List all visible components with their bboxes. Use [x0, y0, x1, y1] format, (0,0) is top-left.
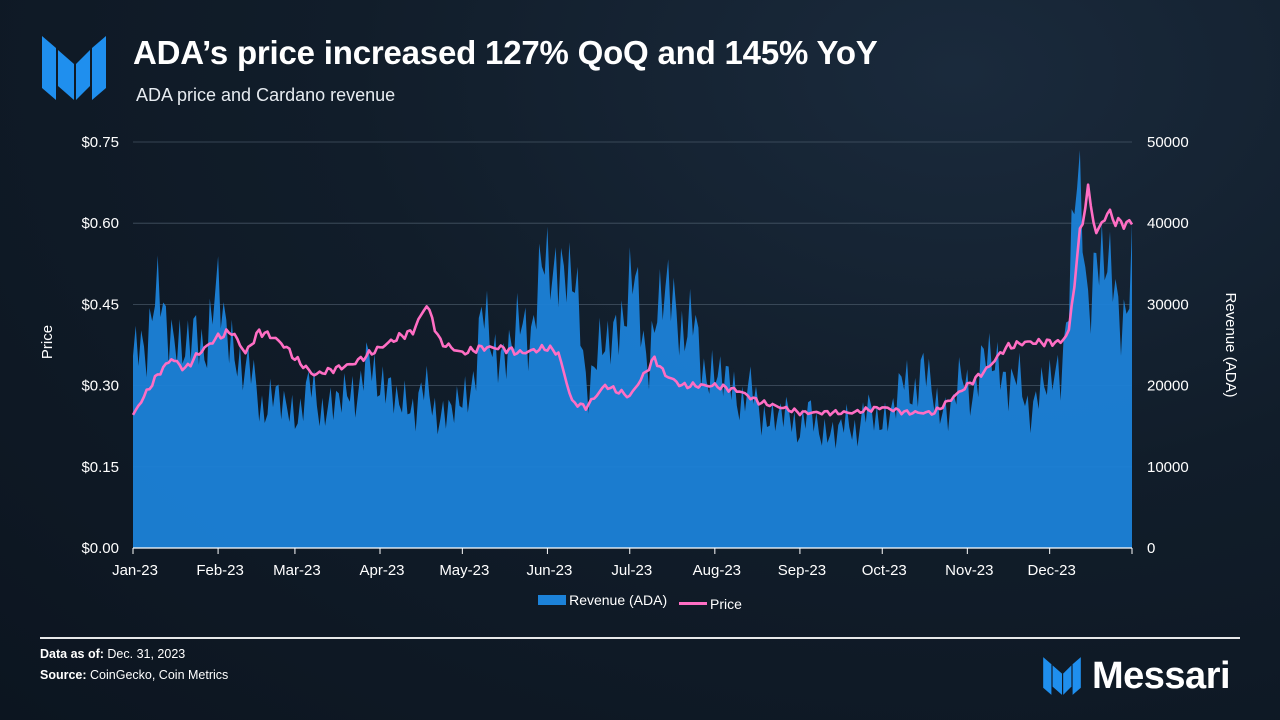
x-tick-label: Apr-23: [359, 562, 404, 579]
y-right-tick-label: 50000: [1147, 134, 1189, 151]
y-left-tick-label: $0.30: [81, 378, 119, 395]
brand: Messari: [1042, 654, 1231, 698]
price-line: [131, 183, 1134, 417]
source-label: Source:: [40, 668, 87, 682]
y-left-tick-label: $0.75: [81, 134, 119, 151]
y-left-tick-label: $0.60: [81, 215, 119, 232]
messari-logo-icon: [42, 36, 106, 100]
y-left-axis-title: Price: [39, 325, 56, 359]
x-tick-label: Jun-23: [526, 562, 572, 579]
x-tick-label: Jan-23: [112, 562, 158, 579]
legend-revenue: Revenue (ADA): [538, 592, 667, 608]
revenue-area: [133, 150, 1132, 548]
legend-price-label: Price: [710, 595, 742, 612]
chart-legend: Revenue (ADA) Price: [0, 592, 1280, 612]
x-tick-label: Aug-23: [693, 562, 741, 579]
legend-price-swatch: [679, 602, 708, 605]
y-right-tick-label: 0: [1147, 540, 1155, 557]
page-title: ADA’s price increased 127% QoQ and 145% …: [133, 34, 878, 71]
y-right-tick-label: 30000: [1147, 296, 1189, 313]
y-left-tick-label: $0.45: [81, 296, 119, 313]
source: Source: CoinGecko, Coin Metrics: [40, 668, 228, 682]
x-tick-label: Oct-23: [862, 562, 907, 579]
y-left-tick-label: $0.15: [81, 459, 119, 476]
x-tick-label: Nov-23: [945, 562, 993, 579]
source-value: CoinGecko, Coin Metrics: [90, 668, 229, 682]
legend-price: Price: [679, 596, 742, 612]
data-as-of: Data as of: Dec. 31, 2023: [40, 647, 185, 661]
data-as-of-label: Data as of:: [40, 647, 104, 661]
y-right-tick-label: 10000: [1147, 459, 1189, 476]
x-tick-label: Mar-23: [273, 562, 321, 579]
x-tick-label: Feb-23: [196, 562, 244, 579]
legend-revenue-swatch: [538, 595, 567, 605]
x-tick-label: Dec-23: [1027, 562, 1075, 579]
x-tick-label: May-23: [439, 562, 489, 579]
y-right-tick-label: 40000: [1147, 215, 1189, 232]
y-right-tick-label: 20000: [1147, 378, 1189, 395]
y-right-axis-title: Revenue (ADA): [1222, 292, 1239, 397]
footer-divider: [40, 637, 1240, 639]
chart-subtitle: ADA price and Cardano revenue: [136, 85, 396, 105]
y-left-tick-label: $0.00: [81, 540, 119, 557]
legend-revenue-label: Revenue (ADA): [569, 592, 668, 608]
data-as-of-value: Dec. 31, 2023: [107, 647, 186, 661]
x-tick-label: Sep-23: [778, 562, 826, 579]
x-tick-label: Jul-23: [611, 562, 652, 579]
brand-logo-icon: [1043, 657, 1081, 695]
brand-name: Messari: [1092, 654, 1231, 697]
